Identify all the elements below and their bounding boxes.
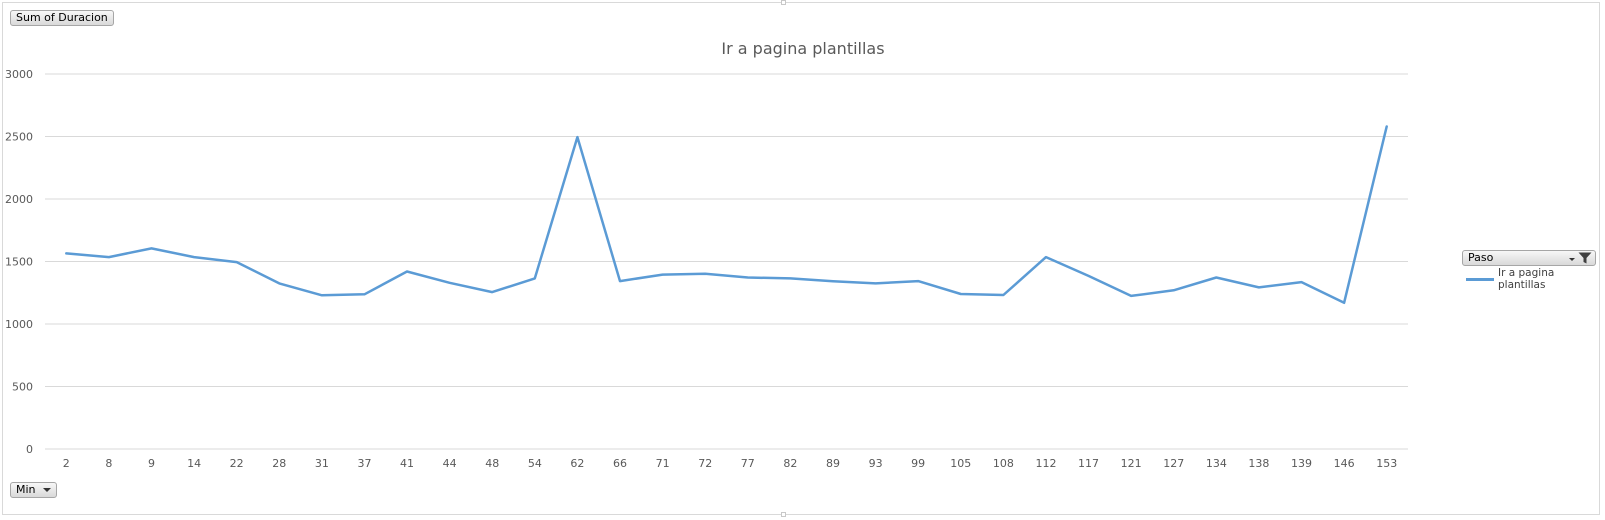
chevron-down-icon[interactable] bbox=[1569, 258, 1575, 261]
data-point[interactable] bbox=[787, 275, 793, 281]
data-point[interactable] bbox=[1171, 287, 1177, 293]
legend-entry[interactable]: Ir a pagina plantillas bbox=[1466, 267, 1605, 291]
x-tick-label: 14 bbox=[187, 457, 201, 470]
x-tick-label: 54 bbox=[528, 457, 542, 470]
funnel-icon[interactable] bbox=[1578, 252, 1592, 264]
x-tick-label: 89 bbox=[826, 457, 840, 470]
data-point[interactable] bbox=[574, 134, 580, 140]
axis-field-label: Min bbox=[16, 483, 36, 496]
y-tick-label: 0 bbox=[26, 443, 33, 456]
legend-field-label: Paso bbox=[1468, 251, 1494, 264]
gridlines bbox=[45, 73, 1408, 450]
x-tick-label: 22 bbox=[230, 457, 244, 470]
data-point[interactable] bbox=[660, 272, 666, 278]
x-tick-label: 71 bbox=[656, 457, 670, 470]
x-tick-label: 112 bbox=[1035, 457, 1056, 470]
y-axis: 0 500 1000 1500 2000 2500 3000 bbox=[5, 68, 33, 456]
data-point[interactable] bbox=[702, 271, 708, 277]
y-tick-label: 2000 bbox=[5, 193, 33, 206]
series-layer bbox=[63, 124, 1390, 306]
data-point[interactable] bbox=[617, 278, 623, 284]
data-point[interactable] bbox=[532, 275, 538, 281]
y-tick-label: 2500 bbox=[5, 131, 33, 144]
x-tick-label: 72 bbox=[698, 457, 712, 470]
data-point[interactable] bbox=[106, 254, 112, 260]
chart-title: Ir a pagina plantillas bbox=[721, 39, 884, 58]
data-point[interactable] bbox=[1086, 273, 1092, 279]
x-tick-label: 37 bbox=[357, 457, 371, 470]
x-tick-label: 48 bbox=[485, 457, 499, 470]
data-point[interactable] bbox=[191, 254, 197, 260]
data-point[interactable] bbox=[404, 269, 410, 275]
data-point[interactable] bbox=[1213, 275, 1219, 281]
chevron-down-icon[interactable] bbox=[42, 488, 51, 492]
data-point[interactable] bbox=[915, 278, 921, 284]
data-point[interactable] bbox=[1384, 124, 1390, 130]
x-tick-label: 8 bbox=[105, 457, 112, 470]
data-point[interactable] bbox=[489, 289, 495, 295]
data-point[interactable] bbox=[276, 280, 282, 286]
value-field-label: Sum of Duracion bbox=[16, 11, 108, 24]
x-tick-label: 9 bbox=[148, 457, 155, 470]
x-tick-label: 41 bbox=[400, 457, 414, 470]
x-tick-label: 108 bbox=[993, 457, 1014, 470]
resize-handle-top[interactable] bbox=[781, 0, 786, 5]
x-tick-label: 134 bbox=[1206, 457, 1227, 470]
x-tick-label: 31 bbox=[315, 457, 329, 470]
data-point[interactable] bbox=[873, 280, 879, 286]
resize-handle-bottom[interactable] bbox=[781, 512, 786, 517]
y-tick-label: 500 bbox=[12, 381, 33, 394]
axis-field-button[interactable]: Min bbox=[10, 482, 57, 498]
data-point[interactable] bbox=[1043, 254, 1049, 260]
legend-entry-label: Ir a pagina plantillas bbox=[1497, 267, 1555, 291]
x-tick-label: 139 bbox=[1291, 457, 1312, 470]
data-point[interactable] bbox=[63, 250, 69, 256]
x-tick-label: 121 bbox=[1121, 457, 1142, 470]
value-field-button[interactable]: Sum of Duracion bbox=[10, 10, 114, 26]
data-point[interactable] bbox=[1341, 300, 1347, 306]
data-point[interactable] bbox=[447, 280, 453, 286]
data-point[interactable] bbox=[319, 292, 325, 298]
x-tick-label: 127 bbox=[1163, 457, 1184, 470]
x-tick-label: 28 bbox=[272, 457, 286, 470]
x-tick-label: 62 bbox=[570, 457, 584, 470]
x-tick-label: 66 bbox=[613, 457, 627, 470]
data-point[interactable] bbox=[361, 291, 367, 297]
x-tick-label: 93 bbox=[869, 457, 883, 470]
data-point[interactable] bbox=[234, 259, 240, 265]
x-tick-label: 105 bbox=[950, 457, 971, 470]
x-tick-label: 2 bbox=[63, 457, 70, 470]
y-tick-label: 1000 bbox=[5, 318, 33, 331]
legend-swatch bbox=[1466, 277, 1494, 281]
data-point[interactable] bbox=[1128, 293, 1134, 299]
x-tick-label: 153 bbox=[1376, 457, 1397, 470]
series-line[interactable] bbox=[65, 125, 1388, 305]
data-point[interactable] bbox=[148, 245, 154, 251]
x-tick-label: 117 bbox=[1078, 457, 1099, 470]
x-tick-label: 77 bbox=[741, 457, 755, 470]
legend-field-button[interactable]: Paso bbox=[1462, 250, 1596, 266]
data-point[interactable] bbox=[958, 291, 964, 297]
data-point[interactable] bbox=[830, 278, 836, 284]
data-point[interactable] bbox=[745, 275, 751, 281]
x-tick-label: 82 bbox=[783, 457, 797, 470]
data-point[interactable] bbox=[1299, 279, 1305, 285]
x-tick-label: 99 bbox=[911, 457, 925, 470]
y-tick-label: 1500 bbox=[5, 256, 33, 269]
data-point[interactable] bbox=[1000, 292, 1006, 298]
x-tick-label: 138 bbox=[1248, 457, 1269, 470]
data-point[interactable] bbox=[1256, 284, 1262, 290]
x-axis: 2 8 9 14 22 28 31 37 41 44 48 54 62 66 71 72 77 82 89 93 99 1… bbox=[63, 457, 1397, 470]
x-tick-label: 44 bbox=[443, 457, 457, 470]
y-tick-label: 3000 bbox=[5, 68, 33, 81]
x-tick-label: 146 bbox=[1334, 457, 1355, 470]
